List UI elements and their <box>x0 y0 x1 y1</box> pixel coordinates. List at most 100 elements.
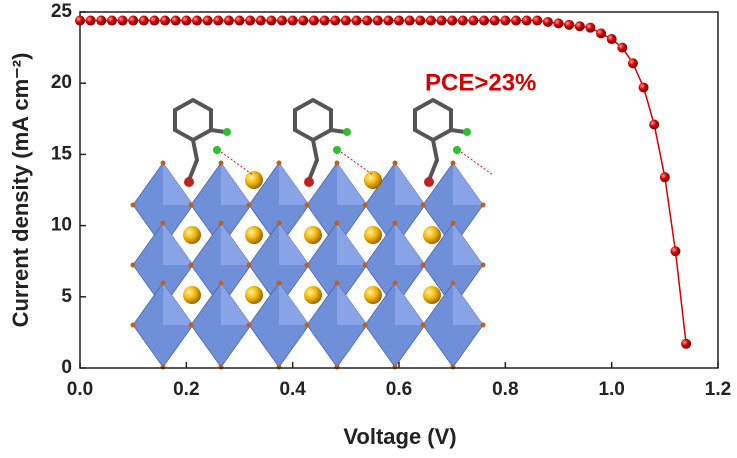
octahedron-face <box>337 163 367 205</box>
molecule-chain <box>187 139 200 181</box>
octahedron-face <box>221 163 251 205</box>
cation <box>245 171 263 189</box>
y-tick-label: 10 <box>51 215 72 236</box>
data-point <box>670 246 681 257</box>
anion <box>392 220 398 226</box>
molecule-atom <box>223 128 231 136</box>
anion <box>420 202 426 208</box>
data-point <box>532 15 543 26</box>
octahedron-face <box>337 283 367 325</box>
octahedron-face <box>221 283 251 325</box>
data-point <box>627 58 638 69</box>
perovskite-illustration <box>130 97 494 370</box>
data-point <box>521 15 532 26</box>
data-point <box>213 15 224 26</box>
octahedron-face <box>453 223 483 265</box>
molecule-chain <box>307 139 320 181</box>
data-point <box>149 15 160 26</box>
data-point <box>106 15 117 26</box>
anion <box>130 262 136 268</box>
cation <box>423 226 441 244</box>
octahedron-face <box>279 163 309 205</box>
data-point <box>75 15 85 26</box>
data-point <box>202 15 213 26</box>
cation <box>304 286 322 304</box>
data-point <box>277 15 288 26</box>
cation <box>183 226 201 244</box>
anion <box>218 280 224 286</box>
data-point <box>298 15 309 26</box>
anion <box>130 202 136 208</box>
anion <box>304 262 310 268</box>
x-tick-label: 1.2 <box>705 379 731 400</box>
x-tick-label: 0.4 <box>279 379 306 400</box>
cation <box>364 286 382 304</box>
anion <box>276 160 282 166</box>
data-point <box>468 15 479 26</box>
data-point <box>479 15 490 26</box>
data-point <box>170 15 181 26</box>
x-axis-label: Voltage (V) <box>343 424 456 449</box>
x-tick-label: 0.0 <box>67 379 93 400</box>
octahedron-face <box>279 283 309 325</box>
anion <box>480 202 486 208</box>
anion <box>246 202 252 208</box>
data-point <box>234 15 245 26</box>
data-point <box>659 172 670 183</box>
anion <box>420 322 426 328</box>
anion <box>450 220 456 226</box>
data-point <box>96 15 107 26</box>
anion <box>480 262 486 268</box>
anion <box>334 220 340 226</box>
octahedron-face <box>337 223 367 265</box>
data-point <box>596 28 607 39</box>
anion <box>392 160 398 166</box>
anion <box>130 322 136 328</box>
data-point <box>447 15 458 26</box>
data-point <box>138 15 149 26</box>
data-point <box>564 19 575 30</box>
anion <box>334 160 340 166</box>
data-point <box>383 15 394 26</box>
data-point <box>330 15 341 26</box>
data-point <box>574 21 585 32</box>
data-point <box>128 15 139 26</box>
octahedron-face <box>163 283 193 325</box>
data-point <box>117 15 128 26</box>
data-point <box>340 15 351 26</box>
molecule-atom <box>343 128 351 136</box>
data-point <box>362 15 373 26</box>
x-tick-label: 0.2 <box>173 379 199 400</box>
data-point <box>617 42 628 53</box>
jv-line <box>80 19 687 344</box>
octahedron-face <box>163 223 193 265</box>
molecule-atom <box>213 146 221 154</box>
data-point <box>425 15 436 26</box>
h-bond <box>460 151 494 176</box>
y-tick-label: 5 <box>61 286 72 307</box>
data-point <box>436 15 447 26</box>
data-point <box>638 82 649 93</box>
anion <box>188 202 194 208</box>
y-axis-label: Current density (mA cm⁻²) <box>8 53 33 328</box>
molecule-atom <box>424 177 434 187</box>
x-tick-label: 0.8 <box>492 379 518 400</box>
data-point <box>351 15 362 26</box>
anion <box>362 262 368 268</box>
cation <box>364 226 382 244</box>
data-point <box>181 15 192 26</box>
octahedron-face <box>395 163 425 205</box>
anion <box>392 280 398 286</box>
data-point <box>319 15 330 26</box>
x-tick-label: 0.6 <box>386 379 412 400</box>
octahedron-face <box>279 223 309 265</box>
anion <box>188 322 194 328</box>
cation <box>364 171 382 189</box>
molecule-chain <box>427 139 440 181</box>
molecule-ring <box>413 97 453 143</box>
data-point <box>160 15 171 26</box>
molecule-atom <box>453 146 461 154</box>
cation <box>304 226 322 244</box>
